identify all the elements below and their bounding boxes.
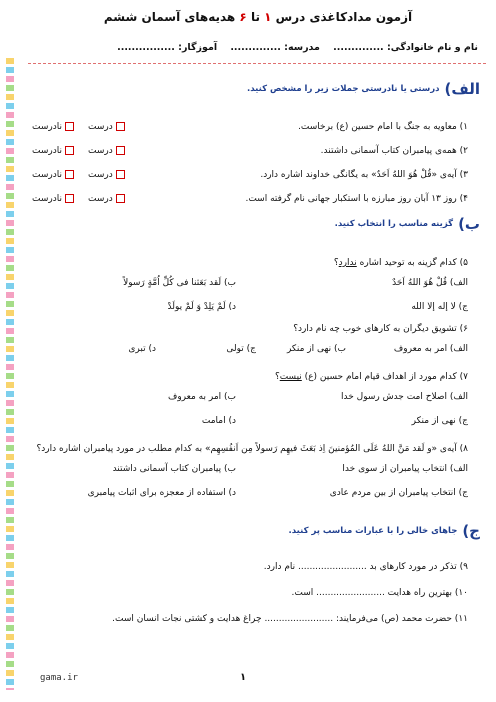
choice: الف) امر به معروف — [393, 344, 468, 354]
choice: ب) نهی از منکر — [286, 344, 346, 354]
fill-blank: ۹) تذکر در مورد کارهای بد ..............… — [263, 562, 468, 572]
statement: ۴) روز ۱۳ آبان روز مبارزه با استکبار جها… — [245, 194, 468, 204]
teacher-field: آموزگار: ................ — [117, 42, 218, 53]
choice: الف) قُلْ هُوَ اللهُ اَحَدٌ — [392, 278, 468, 288]
true-false-options: درست نادرست — [32, 194, 125, 204]
question: ۶) تشویق دیگران به کارهای خوب چه نام دار… — [293, 324, 468, 334]
decoration — [6, 58, 14, 690]
option: نادرست — [32, 170, 74, 180]
choice: د) لَمْ یَلِدْ وَ لَمْ یولَدْ — [167, 302, 236, 312]
choice: الف) انتخاب پیامبران از سوی خدا — [342, 464, 468, 474]
choice: د) امامت — [201, 416, 236, 426]
checkbox — [64, 194, 74, 203]
option: نادرست — [32, 122, 74, 132]
fill-blank: ۱۰) بهترین راه هدایت ...................… — [291, 588, 468, 598]
option: نادرست — [32, 194, 74, 204]
page-number: ۱ — [240, 672, 247, 683]
choice: ب) لَقد بَعَثنا فی کُلِّ اُمَّةٍ رَسولاً — [123, 278, 236, 288]
footer-site: gama.ir — [40, 673, 78, 683]
checkbox — [115, 194, 125, 203]
checkbox — [64, 146, 74, 155]
checkbox — [115, 170, 125, 179]
section-label: ج) — [462, 522, 480, 540]
choice: د) استفاده از معجزه برای اثبات پیامبری — [87, 488, 236, 498]
choice: ج) تولی — [226, 344, 256, 354]
option: درست — [88, 194, 125, 204]
header-fields: نام و نام خانوادگی: .............. مدرسه… — [117, 42, 478, 53]
title-part: تا — [250, 10, 260, 24]
question-text: ۸) آیه‌ی «و لَقد مَنَّ اللهُ عَلَی المُؤ… — [36, 444, 468, 454]
school-field: مدرسه: .............. — [230, 42, 320, 53]
true-false-options: درست نادرست — [32, 146, 125, 156]
option-label: درست — [87, 122, 113, 132]
separator — [28, 63, 486, 64]
question: ۵) کدام گزینه به توحید اشاره ندارد؟ — [334, 258, 468, 268]
checkbox — [115, 122, 125, 131]
name-field: نام و نام خانوادگی: .............. — [333, 42, 478, 53]
checkbox — [64, 170, 74, 179]
statement: ۳) آیه‌ی «قُلْ هُوَ اللهُ اَحَدٌ» به یگا… — [260, 170, 468, 180]
option-label: درست — [87, 194, 113, 204]
section-label: ب) — [458, 215, 480, 233]
section-instruction: درستی یا نادرستی جملات زیر را مشخص کنید. — [246, 84, 440, 94]
option-label: نادرست — [32, 122, 62, 132]
checkbox — [115, 146, 125, 155]
section-header: الف) درستی یا نادرستی جملات زیر را مشخص ک… — [247, 80, 480, 98]
fill-blank: ۱۱) حضرت محمد (ص) می‌فرمایند: ..........… — [112, 614, 468, 624]
checkbox — [64, 122, 74, 131]
option-label: درست — [87, 146, 113, 156]
title-number: ۱ — [264, 10, 272, 24]
title: آزمون مدادکاغذی درس ۱ تا ۶ هدیه‌های آسما… — [40, 10, 476, 24]
question-text: ۶) تشویق دیگران به کارهای خوب چه نام دار… — [293, 324, 468, 334]
question-text: ندارد — [338, 258, 357, 268]
choice: ب) پیامبران کتاب آسمانی داشتند — [112, 464, 236, 474]
question: ۸) آیه‌ی «و لَقد مَنَّ اللهُ عَلَی المُؤ… — [36, 444, 468, 454]
true-false-options: درست نادرست — [32, 170, 125, 180]
section-instruction: گزینه مناسب را انتخاب کنید. — [334, 219, 454, 229]
question-text: ۷) کدام مورد از اهداف قیام امام حسین (ع) — [301, 372, 468, 382]
option: درست — [88, 170, 125, 180]
choice: الف) اصلاح امت جدش رسول خدا — [341, 392, 468, 402]
option-label: نادرست — [32, 146, 62, 156]
question-text: ؟ — [333, 258, 339, 268]
choice: ب) امر به معروف — [168, 392, 236, 402]
title-number: ۶ — [239, 10, 247, 24]
option-label: نادرست — [32, 170, 62, 180]
title-part: آزمون مدادکاغذی درس — [275, 10, 413, 24]
title-part: هدیه‌های آسمان ششم — [103, 10, 236, 24]
question-text: ۵) کدام گزینه به توحید اشاره — [356, 258, 468, 268]
option: درست — [88, 146, 125, 156]
statement: ۲) همه‌ی پیامبران کتاب آسمانی داشتند. — [320, 146, 468, 156]
section-label: الف) — [444, 80, 481, 98]
option: درست — [88, 122, 125, 132]
choice: د) تبری — [128, 344, 156, 354]
statement: ۱) معاویه به جنگ با امام حسین (ع) برخاست… — [298, 122, 468, 132]
question-text: ؟ — [274, 372, 280, 382]
true-false-options: درست نادرست — [32, 122, 125, 132]
option-label: نادرست — [32, 194, 62, 204]
choice: ج) نهی از منکر — [411, 416, 468, 426]
question-text: نیست — [279, 372, 302, 382]
section-header: ج) جاهای خالی را با عبارات مناسب پر کنید. — [289, 522, 480, 540]
question: ۷) کدام مورد از اهداف قیام امام حسین (ع)… — [275, 372, 468, 382]
section-header: ب) گزینه مناسب را انتخاب کنید. — [335, 215, 480, 233]
choice: ج) لا إله إلا الله — [411, 302, 468, 312]
section-instruction: جاهای خالی را با عبارات مناسب پر کنید. — [288, 526, 458, 536]
choice: ج) انتخاب پیامبران از بین مردم عادی — [329, 488, 468, 498]
option-label: درست — [87, 170, 113, 180]
option: نادرست — [32, 146, 74, 156]
